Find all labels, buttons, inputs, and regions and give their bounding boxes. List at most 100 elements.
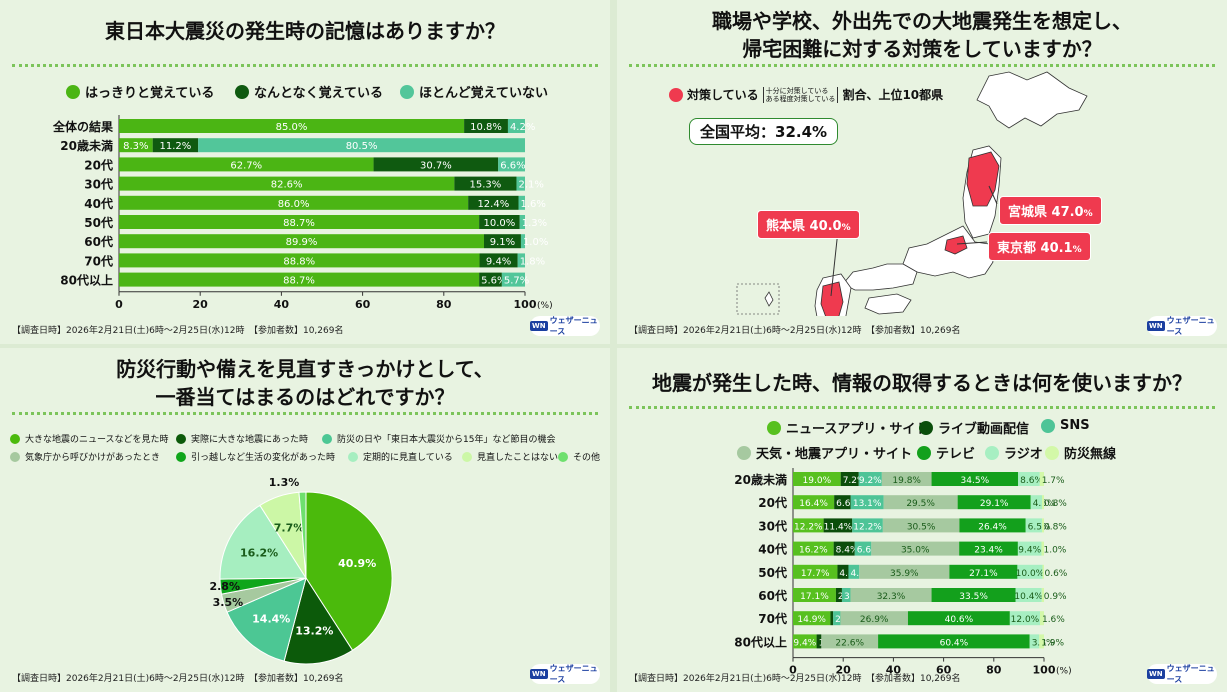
bar-segment xyxy=(520,234,525,249)
legend-item-3: ほとんど覚えていない xyxy=(400,82,548,101)
leader-tokyo xyxy=(956,241,988,245)
bar-segment xyxy=(373,157,499,172)
legend-note: 十分に対策している ある程度対策している xyxy=(762,86,839,103)
bar-segment xyxy=(835,588,842,602)
pie-slice xyxy=(226,577,307,662)
bar-segment xyxy=(850,588,932,602)
legend-swatch xyxy=(985,445,999,460)
bar-segment xyxy=(1025,518,1042,533)
divider xyxy=(629,406,1215,409)
callout-miyagi: 宮城県 47.0% xyxy=(999,196,1102,225)
x-tick-label: 100 xyxy=(1033,664,1056,677)
bar-segment xyxy=(1029,634,1040,649)
category-label: 70代 xyxy=(758,611,787,626)
data-label: 10.4% xyxy=(1014,592,1043,602)
data-label: 1.7% xyxy=(1042,476,1065,486)
legend-item-1: はっきりと覚えている xyxy=(66,82,214,101)
data-label: 12.2% xyxy=(794,522,823,532)
legend-item-2: ライブ動画配信 xyxy=(919,418,1029,437)
legend-label: ほとんど覚えていない xyxy=(419,86,548,101)
pie-label: 40.9% xyxy=(338,557,376,570)
data-label: 9.4% xyxy=(793,638,816,648)
x-tick-label: 80 xyxy=(986,664,1002,677)
pie-label: 2.8% xyxy=(209,580,240,593)
data-label: 4.2% xyxy=(510,122,535,133)
legend-item-1: 大きな地震のニュースなどを見た時 xyxy=(10,432,169,445)
legend-item-7: 防災無線 xyxy=(1045,443,1116,462)
bar-segment xyxy=(959,541,1018,556)
category-label: 80代以上 xyxy=(734,634,787,649)
bar-segment xyxy=(1039,611,1044,626)
data-label: 10.8% xyxy=(470,122,502,133)
legend-swatch xyxy=(919,420,933,435)
map-shikoku xyxy=(864,293,912,315)
legend-label: 気象庁から呼びかけがあったとき xyxy=(25,453,161,463)
legend-swatch xyxy=(176,433,186,444)
data-label: 1.0% xyxy=(523,237,548,248)
weathernews-logo: WN ウェザーニュース xyxy=(530,664,600,684)
panel1-title: 東日本大震災の発生時の記憶はありますか？ xyxy=(105,19,505,43)
callout-unit: % xyxy=(1072,245,1082,255)
legend-label: はっきりと覚えている xyxy=(85,86,215,101)
data-label: 35.0% xyxy=(901,546,930,556)
bar-segment xyxy=(1041,518,1044,533)
bar-segment xyxy=(949,564,1018,579)
bar-segment xyxy=(1039,634,1044,649)
x-tick-label: 60 xyxy=(936,664,952,677)
bar-segment xyxy=(507,119,525,133)
pie-label: 7.7% xyxy=(274,521,305,534)
bar-segment xyxy=(793,495,835,510)
legend-swatch xyxy=(322,433,332,444)
bar-segment xyxy=(858,472,882,486)
data-label: 82.6% xyxy=(271,180,303,191)
bar-segment xyxy=(931,588,1016,602)
panel4-title: 地震が発生した時、情報の取得するときは何を使いますか？ xyxy=(652,371,1192,395)
bar-segment xyxy=(837,564,849,579)
data-label: 19.8% xyxy=(892,476,921,486)
bar-segment xyxy=(793,634,817,649)
legend-item-6: 定期的に見直している xyxy=(348,450,453,463)
bar-segment xyxy=(883,495,958,510)
legend-item-3: 防災の日や「東日本大震災から15年」など節目の機会 xyxy=(322,432,555,445)
map-kumamoto-highlight xyxy=(820,281,844,316)
legend-swatch xyxy=(10,433,20,444)
panel2-title-line1: 職場や学校、外出先での大地震発生を想定し、 xyxy=(712,9,1132,33)
bar-segment xyxy=(852,518,883,533)
data-label: 0.8% xyxy=(1044,499,1067,509)
data-label: 22.6% xyxy=(835,638,864,648)
bar-segment xyxy=(907,611,1010,626)
bar-segment xyxy=(878,634,1030,649)
data-label: 88.7% xyxy=(283,276,315,287)
bar-segment xyxy=(1041,541,1044,556)
legend-label: 大きな地震のニュースなどを見た時 xyxy=(25,435,169,445)
data-label: 9.4% xyxy=(1018,546,1041,556)
map-legend: 対策している 十分に対策している ある程度対策している 割合、上位10都県 xyxy=(669,86,943,103)
legend-label: ラジオ xyxy=(1004,447,1043,462)
logo-mark: WN xyxy=(530,669,548,679)
category-label: 50代 xyxy=(758,565,787,580)
category-label: 40代 xyxy=(84,196,113,211)
data-label: 11.4% xyxy=(824,522,853,532)
bar-segment xyxy=(119,138,153,153)
bar-segment xyxy=(517,253,525,268)
data-label: 9.1% xyxy=(490,237,515,248)
pie-slice xyxy=(219,504,307,580)
data-label: 16.2% xyxy=(799,546,828,556)
bar-segment xyxy=(793,541,834,556)
pie-label: 13.2% xyxy=(295,625,333,638)
legend-text-post: 割合、上位10都県 xyxy=(842,88,944,102)
bar-segment xyxy=(1018,472,1040,486)
bar-segment xyxy=(454,176,517,191)
legend-swatch xyxy=(400,84,414,99)
bar-segment xyxy=(1017,541,1042,556)
data-label: 8.6% xyxy=(1020,476,1043,486)
legend-label: SNS xyxy=(1060,418,1090,433)
map-hokkaido xyxy=(976,71,1088,129)
bar-segment xyxy=(479,272,502,287)
legend-swatch xyxy=(10,451,20,462)
legend-label: その他 xyxy=(573,453,601,463)
data-label: 17.7% xyxy=(801,569,830,579)
data-label: 6.6% xyxy=(500,160,525,171)
bar-segment xyxy=(119,215,480,229)
legend-swatch xyxy=(1041,418,1055,433)
